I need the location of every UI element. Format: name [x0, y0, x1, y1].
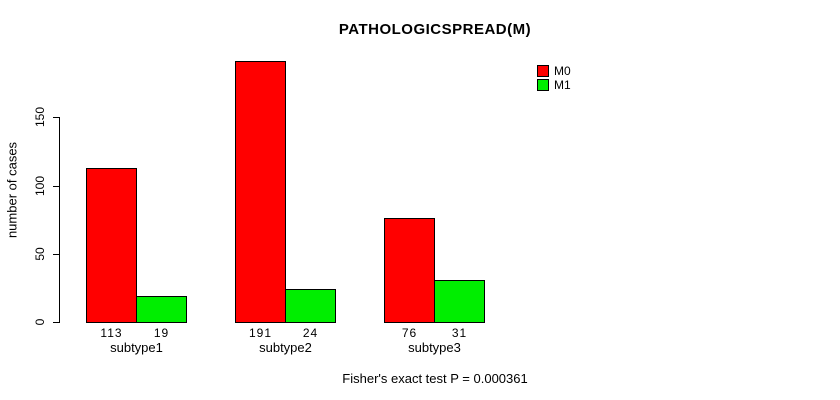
- legend: M0 M1: [537, 64, 571, 92]
- legend-label: M1: [554, 78, 571, 92]
- chart-title: PATHOLOGICSPREAD(M): [338, 21, 532, 38]
- x-axis-category-label: subtype3: [408, 340, 461, 355]
- y-axis-tick-label: 0: [33, 318, 47, 326]
- bar-m1-subtype3: [434, 280, 485, 323]
- y-axis-tick: [53, 254, 60, 255]
- bar-m0-subtype1: [86, 168, 137, 323]
- x-axis-category-label: subtype2: [259, 340, 312, 355]
- y-axis-label: number of cases: [4, 141, 20, 239]
- bar-value-label: 113: [100, 326, 123, 340]
- bar-value-label: 191: [248, 326, 273, 340]
- legend-swatch-m1: [537, 79, 549, 91]
- legend-item-m0: M0: [537, 64, 571, 78]
- y-axis-tick: [53, 186, 60, 187]
- y-axis-tick-label: 50: [33, 247, 47, 261]
- bar-value-label: 19: [153, 326, 170, 340]
- y-axis-line: [59, 117, 60, 323]
- y-axis-tick: [53, 322, 60, 323]
- bar-m0-subtype3: [384, 218, 435, 323]
- legend-swatch-m0: [537, 65, 549, 77]
- legend-item-m1: M1: [537, 78, 571, 92]
- bar-value-label: 76: [401, 326, 418, 340]
- bar-m1-subtype1: [136, 296, 187, 323]
- y-axis-tick-label: 150: [33, 106, 47, 128]
- bar-value-label: 31: [451, 326, 468, 340]
- x-axis-category-label: subtype1: [110, 340, 163, 355]
- fisher-test-note: Fisher's exact test P = 0.000361: [342, 371, 528, 386]
- legend-label: M0: [554, 64, 571, 78]
- bar-value-label: 24: [302, 326, 319, 340]
- y-axis-tick: [53, 117, 60, 118]
- y-axis-tick-label: 100: [33, 175, 47, 197]
- bar-m0-subtype2: [235, 61, 286, 323]
- bar-m1-subtype2: [285, 289, 336, 323]
